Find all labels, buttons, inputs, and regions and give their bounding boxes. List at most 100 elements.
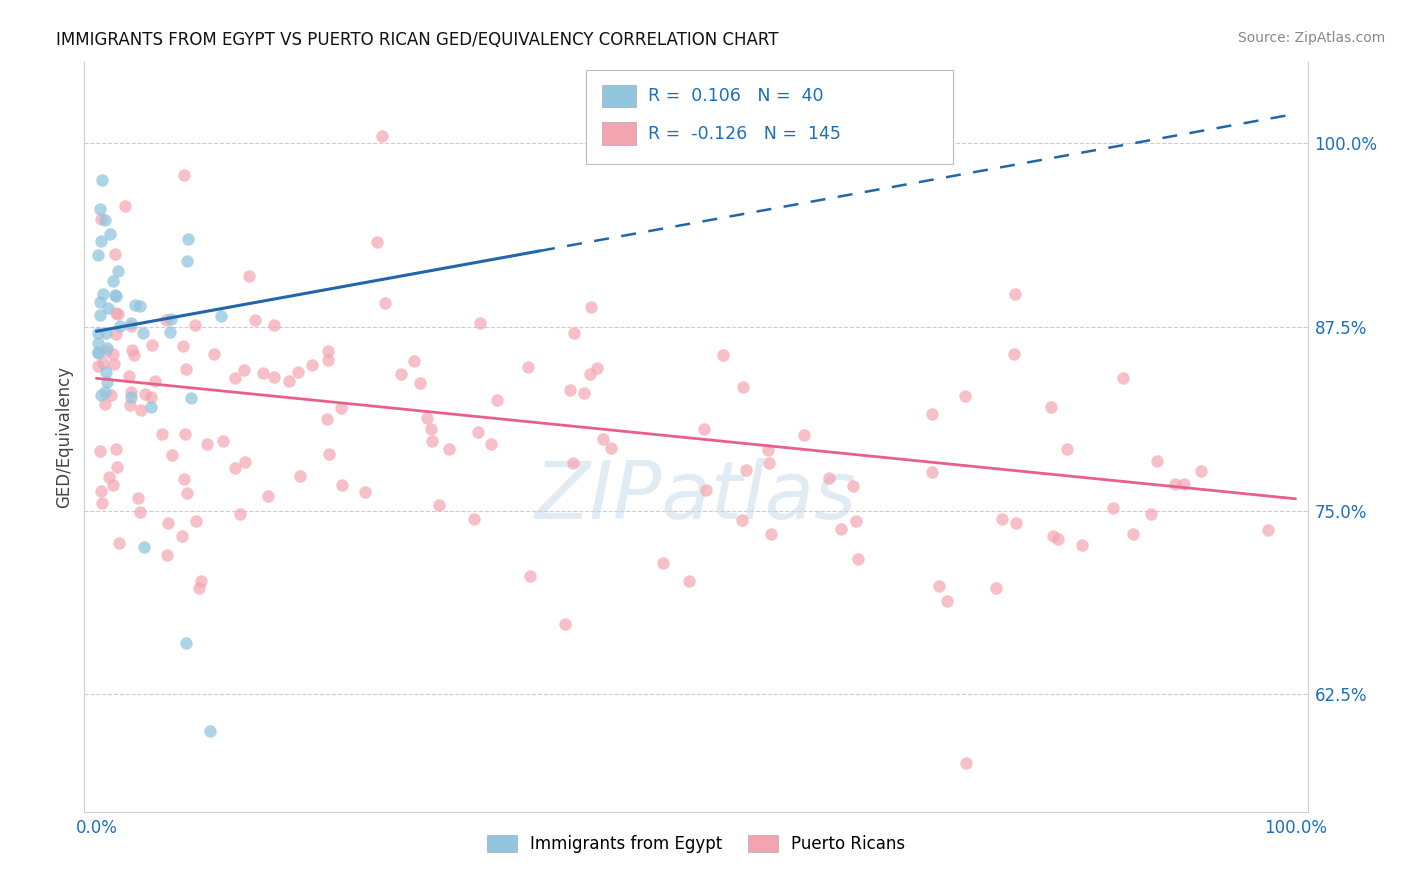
Point: [420, 422, 443, 436]
FancyBboxPatch shape: [602, 85, 636, 107]
FancyBboxPatch shape: [586, 70, 953, 163]
Point: [1140, 507, 1163, 521]
Point: [118, 369, 141, 384]
Point: [232, 363, 254, 377]
Point: [184, 515, 207, 529]
Point: [173, 427, 195, 442]
Point: [1121, 526, 1143, 541]
Point: [287, 365, 309, 379]
Point: [758, 456, 780, 470]
Point: [155, 313, 177, 327]
Point: [560, 383, 582, 397]
Point: [437, 442, 460, 457]
Point: [97, 301, 120, 315]
Point: [91, 173, 114, 187]
Point: [845, 514, 868, 528]
Point: [561, 457, 583, 471]
Point: [195, 437, 218, 451]
Point: [562, 326, 585, 340]
Point: [108, 536, 131, 550]
Point: [1004, 286, 1026, 301]
Point: [711, 348, 734, 362]
FancyBboxPatch shape: [602, 122, 636, 145]
Point: [756, 442, 779, 457]
Point: [104, 306, 127, 320]
Point: [104, 326, 127, 341]
Point: [156, 549, 179, 563]
Point: [98, 227, 121, 242]
Point: [519, 569, 541, 583]
Point: [935, 594, 957, 608]
Point: [1164, 476, 1187, 491]
Text: R =  0.106   N =  40: R = 0.106 N = 40: [648, 87, 824, 105]
Point: [256, 489, 278, 503]
Point: [104, 246, 127, 260]
Point: [173, 168, 195, 182]
Point: [354, 485, 377, 500]
Point: [1071, 537, 1094, 551]
Point: [579, 300, 602, 314]
Point: [86, 345, 108, 359]
Point: [211, 434, 233, 448]
Point: [1102, 500, 1125, 515]
Point: [921, 407, 943, 421]
Point: [101, 275, 124, 289]
Point: [318, 446, 340, 460]
Point: [233, 455, 256, 469]
Point: [316, 344, 339, 359]
Point: [479, 437, 502, 451]
Point: [572, 385, 595, 400]
Point: [735, 462, 758, 476]
Point: [96, 341, 118, 355]
Point: [422, 434, 444, 448]
Text: IMMIGRANTS FROM EGYPT VS PUERTO RICAN GED/EQUIVALENCY CORRELATION CHART: IMMIGRANTS FROM EGYPT VS PUERTO RICAN GE…: [56, 31, 779, 49]
Point: [200, 723, 222, 738]
Point: [204, 347, 226, 361]
Point: [190, 574, 212, 588]
Point: [141, 400, 163, 414]
Point: [107, 264, 129, 278]
Point: [122, 348, 145, 362]
Point: [107, 307, 129, 321]
Point: [953, 389, 976, 403]
Point: [87, 326, 110, 340]
Point: [315, 412, 337, 426]
Point: [585, 361, 607, 376]
Point: [252, 366, 274, 380]
Text: Source: ZipAtlas.com: Source: ZipAtlas.com: [1237, 31, 1385, 45]
Point: [329, 401, 352, 416]
Point: [1112, 370, 1135, 384]
Point: [97, 470, 120, 484]
Point: [90, 235, 112, 249]
Point: [955, 756, 977, 770]
Point: [238, 268, 260, 283]
Point: [759, 527, 782, 541]
Point: [1257, 524, 1279, 538]
Point: [818, 470, 841, 484]
Point: [1146, 453, 1168, 467]
Point: [134, 541, 156, 555]
Point: [330, 478, 353, 492]
Point: [692, 422, 714, 436]
Point: [301, 358, 323, 372]
Point: [842, 479, 865, 493]
Point: [103, 357, 125, 371]
Point: [554, 616, 576, 631]
Point: [139, 390, 162, 404]
Point: [209, 309, 232, 323]
Point: [316, 353, 339, 368]
Point: [1189, 464, 1212, 478]
Point: [93, 384, 115, 399]
Point: [156, 516, 179, 531]
Point: [928, 579, 950, 593]
Point: [91, 287, 114, 301]
Point: [89, 308, 111, 322]
Point: [128, 300, 150, 314]
Text: R =  -0.126   N =  145: R = -0.126 N = 145: [648, 125, 841, 143]
Point: [173, 472, 195, 486]
Point: [1173, 477, 1195, 491]
Point: [141, 338, 163, 352]
Point: [177, 232, 200, 246]
Point: [120, 390, 142, 404]
Point: [695, 483, 717, 498]
